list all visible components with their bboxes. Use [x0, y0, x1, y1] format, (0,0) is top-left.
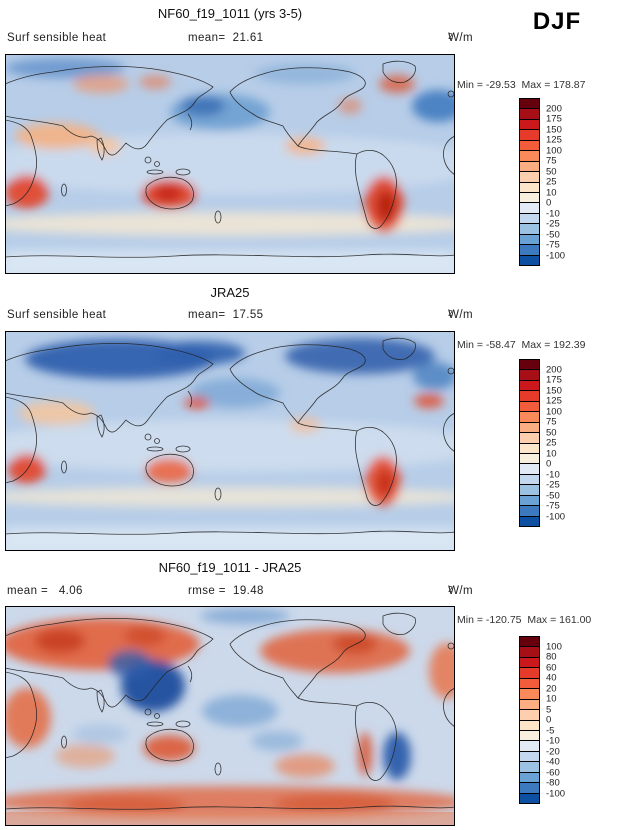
- map-obs: [0, 331, 490, 551]
- map-model: [0, 54, 490, 274]
- mean-value: mean = 4.06: [7, 585, 83, 597]
- season-label: DJF: [532, 8, 582, 35]
- units-label: W/m 2: [448, 309, 473, 321]
- panel-obs-title: JRA25: [210, 285, 250, 300]
- panel-obs-stats-row: Surf sensible heat mean= 17.55 W/m 2: [5, 309, 473, 323]
- field-label: Surf sensible heat: [7, 309, 107, 321]
- panel-model-title: NF60_f19_1011 (yrs 3-5): [157, 6, 303, 21]
- mean-value: mean= 21.61: [188, 32, 264, 44]
- colorbar-obs: 200 175 150 125 100 75 50 25 10 0 -10 -25 -50 -75 -100: [519, 359, 565, 527]
- panel-diff-title: NF60_f19_1011 - JRA25: [158, 560, 302, 575]
- rmse-value: rmse = 19.48: [188, 585, 264, 597]
- map-diff: [0, 606, 470, 826]
- panel-diff-stats-row: mean = 4.06 rmse = 19.48 W/m 2: [5, 585, 473, 599]
- minmax-obs: Min = -58.47 Max = 192.39: [457, 339, 586, 351]
- minmax-diff: Min = -120.75 Max = 161.00: [457, 614, 592, 626]
- units-label: W/m 2: [448, 32, 473, 44]
- minmax-model: Min = -29.53 Max = 178.87: [457, 79, 586, 91]
- units-label: W/m 2: [448, 585, 473, 597]
- colorbar-model: 200 175 150 125 100 75 50 25 10 0 -10 -25 -50 -75 -100: [519, 98, 565, 266]
- mean-value: mean= 17.55: [188, 309, 264, 321]
- field-label: Surf sensible heat: [7, 32, 107, 44]
- colorbar-diff: 100 80 60 40 20 10 5 0 -5 -10 -20 -40 -60 -80 -100: [519, 636, 565, 804]
- panel-model-stats-row: Surf sensible heat mean= 21.61 W/m 2: [5, 32, 473, 46]
